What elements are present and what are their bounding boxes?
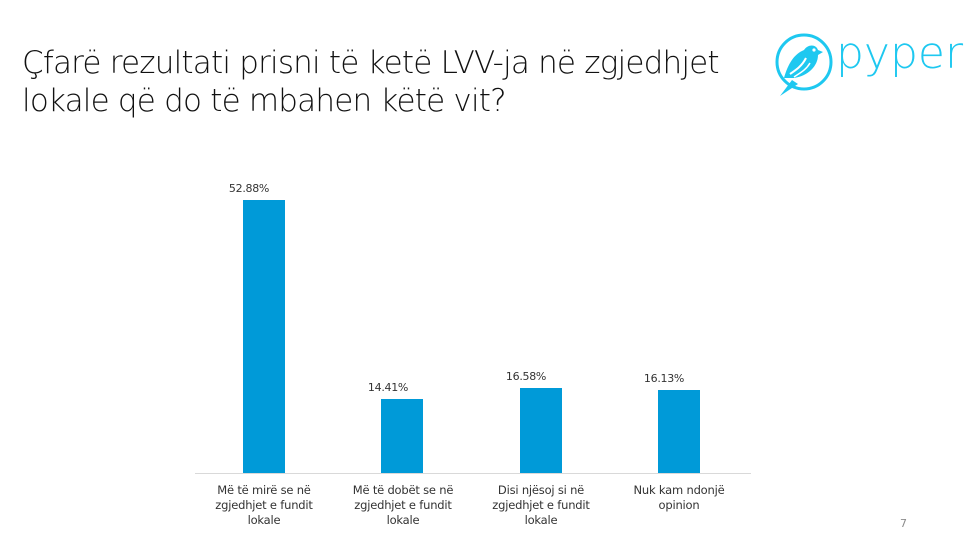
bar-2 bbox=[381, 399, 423, 473]
pyper-logo: pyper bbox=[770, 26, 964, 106]
category-label: Disi njësoj si në zgjedhjet e fundit lok… bbox=[492, 483, 590, 527]
page-number: 7 bbox=[900, 517, 907, 530]
slide-title: Çfarë rezultati prisni të ketë LVV-ja në… bbox=[22, 45, 720, 119]
bar-1 bbox=[243, 200, 285, 473]
x-axis-line bbox=[195, 473, 751, 474]
bar-value-label: 52.88% bbox=[228, 182, 270, 195]
bar-4 bbox=[658, 390, 700, 473]
bar-value-label: 16.58% bbox=[505, 370, 547, 383]
bar-value-label: 16.13% bbox=[643, 372, 685, 385]
bar-chart: 52.88% 14.41% 16.58% 16.13% Më të mirë s… bbox=[195, 170, 751, 540]
category-label: Nuk kam ndonjë opinion bbox=[633, 483, 725, 512]
logo-text: pyper bbox=[836, 28, 964, 79]
bird-in-circle-icon bbox=[775, 33, 833, 96]
category-label: Më të mirë se në zgjedhjet e fundit loka… bbox=[215, 483, 313, 527]
bar-3 bbox=[520, 388, 562, 473]
category-label: Më të dobët se në zgjedhjet e fundit lok… bbox=[352, 483, 454, 527]
bar-value-label: 14.41% bbox=[367, 381, 409, 394]
